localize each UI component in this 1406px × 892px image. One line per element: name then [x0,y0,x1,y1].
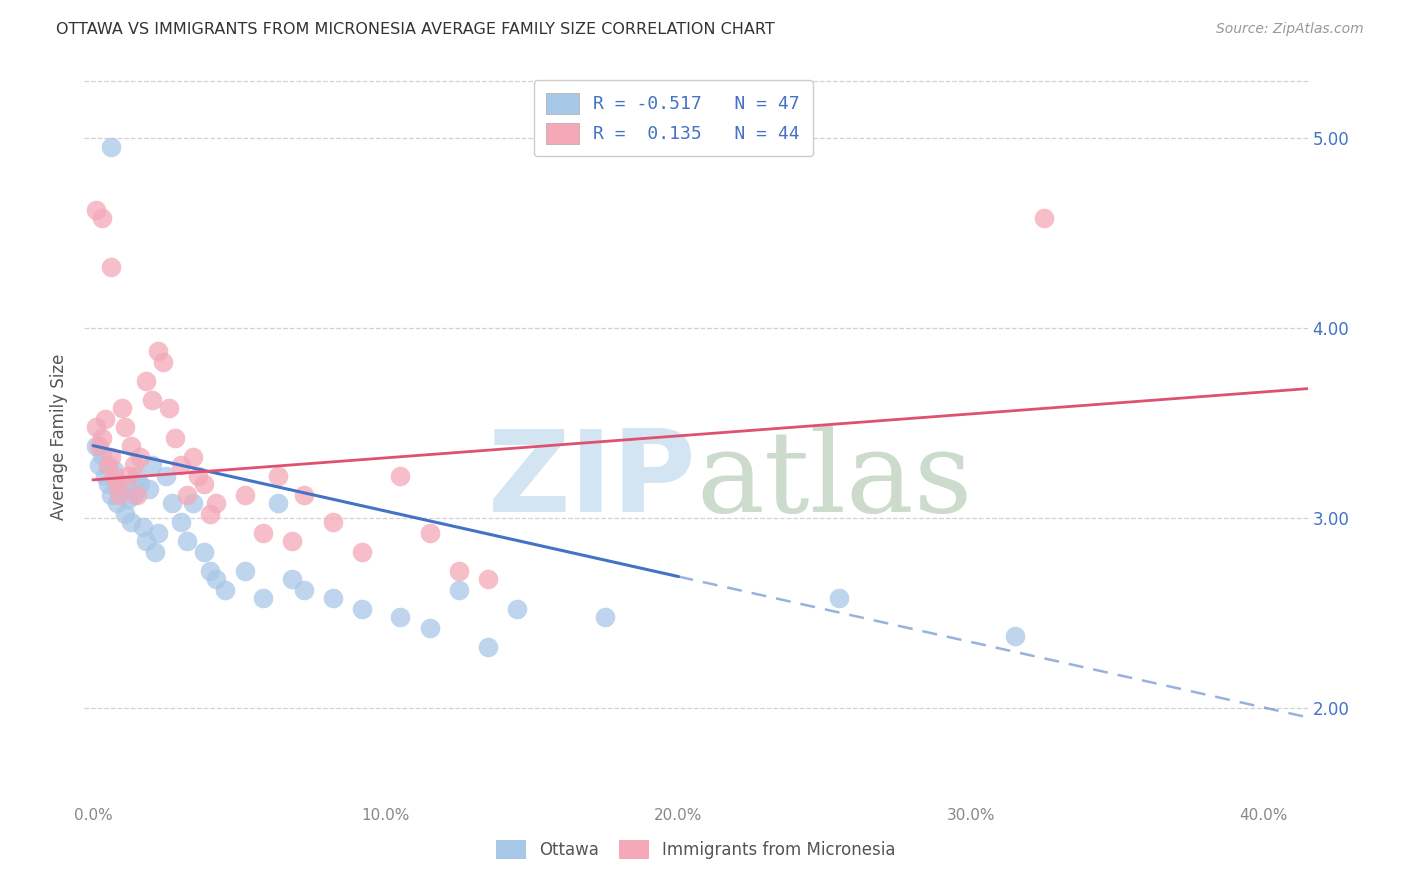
Point [141,458,163,472]
Point [94,469,117,483]
Point [198,507,221,521]
Point [143,545,166,559]
Point [292,488,315,502]
Point [108,488,131,502]
Point [146,526,169,541]
Point [193,545,215,559]
Point [94,412,117,426]
Point [593,609,616,624]
Point [84,419,107,434]
Point [322,515,344,529]
Point [1033,211,1056,225]
Point [111,401,134,415]
Point [141,392,163,407]
Point [170,515,193,529]
Point [135,533,157,548]
Point [447,564,470,578]
Point [120,439,142,453]
Point [100,488,122,502]
Point [352,545,374,559]
Point [87,458,110,472]
Point [138,483,160,497]
Point [205,495,228,509]
Point [146,343,169,358]
Point [214,582,236,597]
Point [105,476,128,491]
Point [205,572,228,586]
Point [233,488,256,502]
Point [152,355,174,369]
Point [97,476,120,491]
Point [100,260,122,274]
Point [292,582,315,597]
Point [1004,629,1026,643]
Point [129,476,152,491]
Point [100,140,122,154]
Point [129,450,152,464]
Point [114,419,136,434]
Point [828,591,851,605]
Point [165,431,187,445]
Point [120,515,142,529]
Point [170,458,193,472]
Point [266,495,288,509]
Point [90,211,112,225]
Point [135,374,157,388]
Point [477,640,499,654]
Text: Source: ZipAtlas.com: Source: ZipAtlas.com [1216,22,1364,37]
Point [125,469,148,483]
Point [419,621,441,635]
Point [132,520,155,534]
Point [352,602,374,616]
Point [105,495,128,509]
Point [90,431,112,445]
Point [506,602,529,616]
Point [157,401,180,415]
Point [266,469,288,483]
Point [447,582,470,597]
Point [198,564,221,578]
Point [122,458,145,472]
Point [108,483,131,497]
Point [252,526,274,541]
Point [114,507,136,521]
Point [187,469,209,483]
Point [193,476,215,491]
Point [181,495,204,509]
Point [117,491,139,506]
Point [233,564,256,578]
Point [103,469,125,483]
Point [125,488,148,502]
Point [281,572,304,586]
Point [322,591,344,605]
Point [97,458,120,472]
Point [84,202,107,217]
Point [100,450,122,464]
Text: atlas: atlas [696,425,973,536]
Legend: Ottawa, Immigrants from Micronesia: Ottawa, Immigrants from Micronesia [488,831,904,868]
Point [181,450,204,464]
Y-axis label: Average Family Size: Average Family Size [51,354,69,520]
Point [160,495,183,509]
Point [281,533,304,548]
Point [103,463,125,477]
Point [117,469,139,483]
Point [155,469,177,483]
Point [122,488,145,502]
Point [252,591,274,605]
Text: ZIP: ZIP [488,425,696,536]
Point [419,526,441,541]
Point [111,476,134,491]
Point [389,469,412,483]
Point [87,439,110,453]
Point [84,439,107,453]
Point [477,572,499,586]
Point [176,533,198,548]
Point [389,609,412,624]
Text: OTTAWA VS IMMIGRANTS FROM MICRONESIA AVERAGE FAMILY SIZE CORRELATION CHART: OTTAWA VS IMMIGRANTS FROM MICRONESIA AVE… [56,22,775,37]
Point [90,448,112,462]
Point [176,488,198,502]
